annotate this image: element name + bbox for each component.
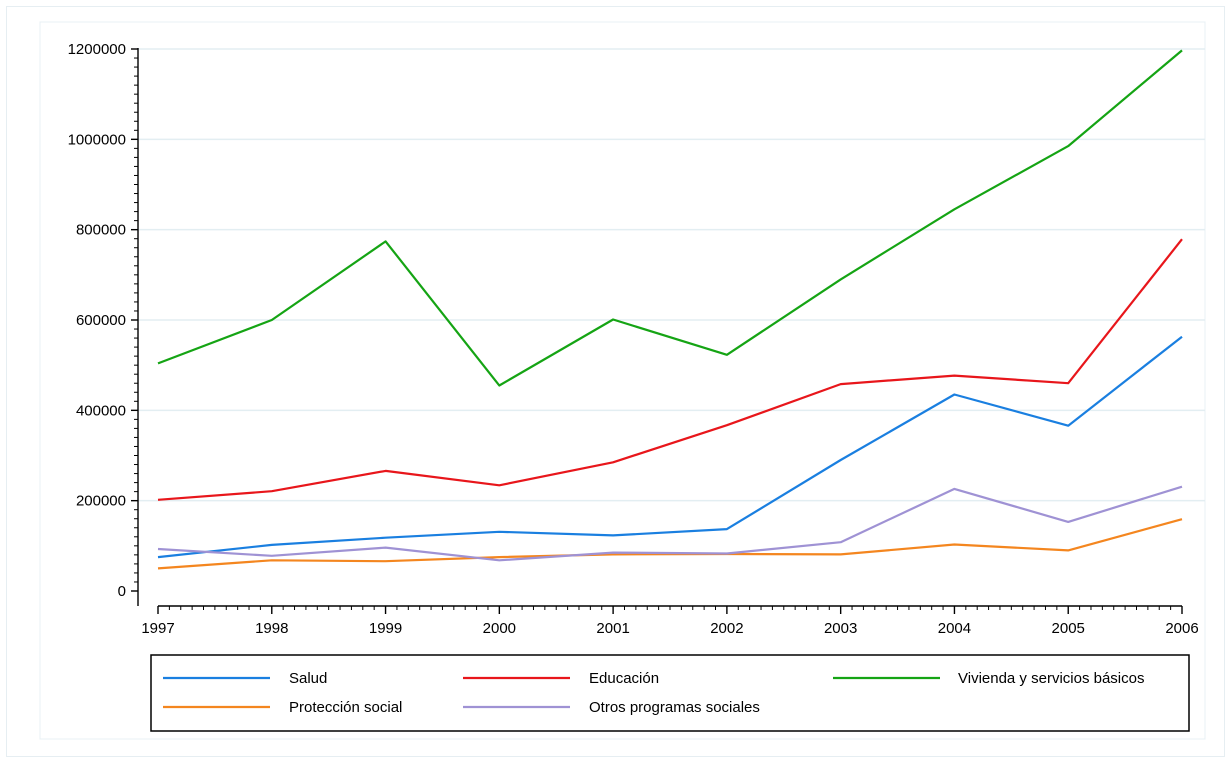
y-tick-label: 800000: [76, 222, 126, 239]
x-tick-label: 2002: [710, 620, 743, 637]
x-tick-label: 2005: [1052, 620, 1085, 637]
y-tick-label: 200000: [76, 493, 126, 510]
series-line: [157, 335, 1183, 559]
y-tick-label: 1200000: [68, 41, 126, 58]
x-tick-label: 2001: [596, 620, 629, 637]
series-line: [157, 485, 1183, 562]
legend-label: Educación: [589, 670, 659, 687]
y-tick-label: 600000: [76, 312, 126, 329]
series-line: [157, 49, 1183, 387]
axes: 0 200000 400000 600000 800000 1000000 1200000 1…: [68, 41, 1199, 637]
x-tick-label: 2006: [1165, 620, 1198, 637]
x-tick-label: 2004: [938, 620, 971, 637]
y-tick-label: 400000: [76, 402, 126, 419]
y-tick-label: 0: [118, 583, 126, 600]
x-tick-label: 1999: [369, 620, 402, 637]
series-line: [157, 518, 1183, 570]
x-tick-label: 2000: [483, 620, 516, 637]
legend-label: Vivienda y servicios básicos: [958, 670, 1144, 687]
x-tick-label: 1998: [255, 620, 288, 637]
series-line: [157, 238, 1183, 501]
grid-lines: [39, 21, 1206, 740]
plot-region: [39, 21, 1206, 740]
series-lines: [157, 49, 1183, 570]
legend-label: Otros programas sociales: [589, 699, 760, 716]
y-tick-label: 1000000: [68, 131, 126, 148]
x-tick-label: 2003: [824, 620, 857, 637]
x-tick-label: 1997: [141, 620, 174, 637]
legend-box: [150, 654, 1190, 732]
chart-frame: [6, 6, 1225, 757]
legend: Salud Educación Vivienda y servicios básic…: [150, 654, 1190, 732]
legend-label: Protección social: [289, 699, 402, 716]
legend-label: Salud: [289, 670, 327, 687]
